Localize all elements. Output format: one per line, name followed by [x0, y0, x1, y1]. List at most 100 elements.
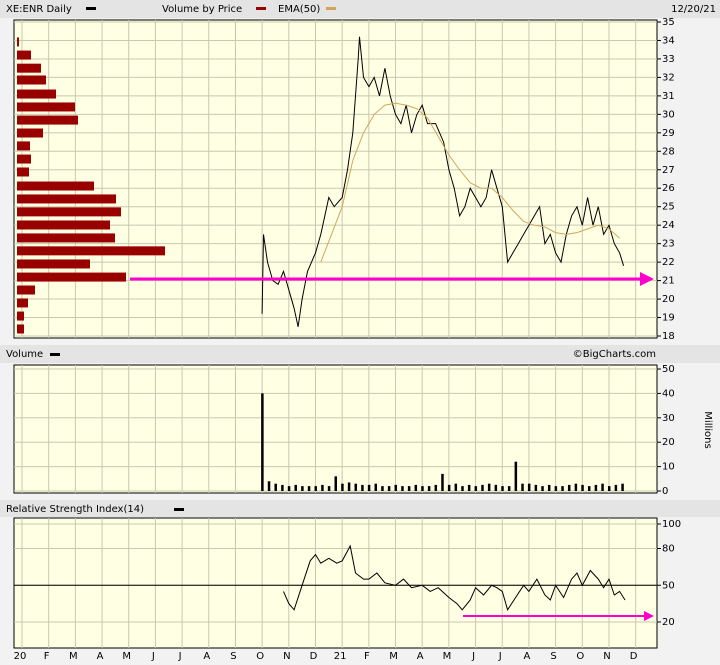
- y-tick-label: 20: [662, 617, 675, 628]
- x-tick-label: F: [44, 651, 50, 662]
- price-line: [283, 544, 626, 611]
- x-tick-label: N: [603, 651, 610, 662]
- volume-bar: [374, 483, 378, 491]
- volume-bar: [347, 482, 351, 491]
- volume-bar: [394, 484, 398, 491]
- volume-bar: [527, 483, 531, 491]
- volume-by-price-bar: [17, 207, 121, 217]
- rsi-arrow: [463, 611, 654, 621]
- volume-bar: [334, 476, 337, 491]
- rsi-title: Relative Strength Index(14): [6, 504, 144, 515]
- volume-bar: [354, 483, 358, 491]
- legend-swatch: [50, 353, 60, 356]
- volume-bar: [581, 484, 584, 491]
- y-tick-label: 31: [662, 91, 675, 102]
- y-tick-label: 50: [662, 364, 675, 375]
- x-tick-label: J: [471, 651, 475, 662]
- volume-bar: [507, 486, 511, 491]
- y-tick-label: 40: [662, 388, 675, 399]
- volume-by-price-bar: [17, 324, 24, 334]
- volume-by-price-bar: [17, 181, 94, 191]
- y-tick-label: 29: [662, 128, 675, 139]
- volume-by-price-bar: [17, 115, 78, 125]
- volume-title: Volume: [6, 349, 43, 360]
- volume-bar: [387, 486, 391, 491]
- y-tick-label: 23: [662, 239, 675, 250]
- volume-bar: [521, 483, 524, 491]
- volume-by-price-bar: [17, 220, 110, 230]
- volume-bar: [474, 486, 478, 491]
- volume-bar: [461, 486, 464, 491]
- y-tick-label: 20: [662, 437, 675, 448]
- y-tick-label: 33: [662, 54, 675, 65]
- y-tick-label: 21: [662, 276, 675, 287]
- marks: [17, 36, 626, 611]
- x-tick-label: J: [498, 651, 502, 662]
- y-tick-label: 34: [662, 35, 675, 46]
- y-tick-label: 19: [662, 313, 675, 324]
- volume-bar: [434, 484, 438, 491]
- x-tick-label: A: [97, 651, 104, 662]
- y-tick-label: 24: [662, 220, 675, 231]
- x-tick-label: S: [550, 651, 556, 662]
- volume-by-price-bar: [17, 233, 115, 243]
- volume-by-price-bar: [17, 194, 116, 204]
- y-tick-label: 30: [662, 413, 675, 424]
- volume-plot: [13, 364, 658, 494]
- price-header: [0, 0, 720, 18]
- legend-swatch: [86, 7, 96, 10]
- x-tick-label: M: [389, 651, 398, 662]
- volume-by-price-bar: [17, 63, 41, 73]
- grid: [14, 20, 657, 648]
- volume-bar: [281, 484, 284, 491]
- volume-by-price-bar: [17, 141, 30, 151]
- volume-bar: [367, 484, 371, 491]
- volume-by-price-bar: [17, 167, 29, 177]
- volume-bar: [427, 486, 431, 491]
- volume-bar: [441, 473, 444, 491]
- volume-bar: [561, 486, 564, 491]
- volume-bar: [607, 486, 611, 491]
- y-tick-label: 18: [662, 331, 675, 342]
- volume-bar: [587, 486, 591, 491]
- x-tick-label: O: [256, 651, 264, 662]
- legend-swatch: [256, 7, 266, 10]
- y-tick-label: 50: [662, 580, 675, 591]
- volume-bar: [447, 484, 451, 491]
- volume-by-price-bar: [17, 50, 31, 60]
- volume-by-price-bar: [17, 246, 165, 256]
- x-tick-label: A: [203, 651, 210, 662]
- y-tick-label: 20: [662, 294, 675, 305]
- y-axis-label: Millions: [702, 411, 713, 448]
- rsi-header: [0, 500, 720, 517]
- volume-bar: [601, 483, 604, 491]
- volume-bar: [487, 483, 491, 491]
- legend-label: Volume by Price: [162, 4, 242, 15]
- volume-by-price-bar: [17, 285, 35, 295]
- source: ©BigCharts.com: [573, 349, 656, 360]
- volume-bar: [361, 484, 364, 491]
- volume-bar: [274, 483, 277, 491]
- volume-by-price-bar: [17, 128, 43, 138]
- volume-by-price-bar: [17, 298, 28, 308]
- volume-bar: [534, 484, 538, 491]
- volume-bar: [301, 486, 304, 491]
- volume-by-price-bar: [17, 259, 90, 269]
- volume-by-price-bar: [17, 37, 19, 47]
- y-tick-label: 30: [662, 109, 675, 120]
- volume-bar: [341, 483, 344, 491]
- volume-bar: [421, 486, 424, 491]
- price-plot: [13, 19, 658, 339]
- volume-bar: [401, 486, 404, 491]
- volume-bar: [567, 484, 571, 491]
- x-tick-label: S: [230, 651, 236, 662]
- volume-bar: [267, 481, 271, 491]
- x-tick-label: A: [524, 651, 531, 662]
- volume-bar: [407, 486, 411, 491]
- volume-bar: [294, 484, 297, 491]
- volume-bar: [514, 461, 518, 491]
- x-tick-label: J: [151, 651, 155, 662]
- legend-label: EMA(50): [278, 4, 320, 15]
- price-line: [261, 36, 625, 327]
